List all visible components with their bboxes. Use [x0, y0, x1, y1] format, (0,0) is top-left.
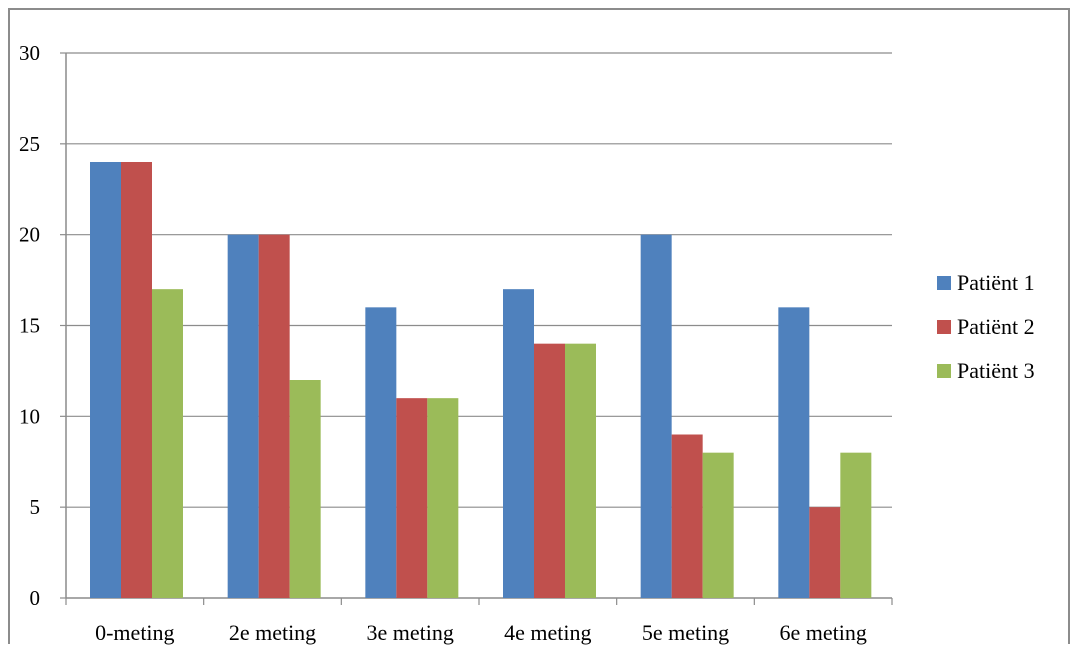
- legend-label: Patiënt 2: [957, 314, 1035, 339]
- bar-patiënt-1-4e-meting: [503, 289, 534, 598]
- legend-label: Patiënt 3: [957, 358, 1035, 383]
- x-tick-label: 0-meting: [95, 620, 174, 645]
- x-tick-label: 3e meting: [366, 620, 453, 645]
- legend-label: Patiënt 1: [957, 270, 1035, 295]
- bar-patiënt-2-2e-meting: [258, 234, 290, 598]
- bar-patiënt-2-4e-meting: [534, 343, 565, 598]
- x-tick-label: 4e meting: [504, 620, 591, 645]
- bar-patiënt-3-4e-meting: [565, 343, 596, 598]
- bar-patiënt-1-0-meting: [90, 162, 121, 598]
- bar-patiënt-2-3e-meting: [396, 398, 428, 598]
- bar-patiënt-3-6e-meting: [840, 452, 872, 598]
- bar-patiënt-3-5e-meting: [702, 452, 734, 598]
- y-tick-label: 0: [30, 586, 41, 610]
- x-tick-label: 6e meting: [779, 620, 866, 645]
- x-tick-label: 2e meting: [229, 620, 316, 645]
- bar-patiënt-1-5e-meting: [640, 234, 672, 598]
- bar-patiënt-1-2e-meting: [227, 234, 259, 598]
- y-tick-label: 20: [19, 223, 40, 247]
- chart-frame: [8, 8, 1070, 644]
- bar-patiënt-3-3e-meting: [427, 398, 459, 598]
- legend-swatch: [937, 320, 951, 334]
- legend-swatch: [937, 364, 951, 378]
- y-tick-label: 5: [30, 495, 41, 519]
- bar-patiënt-2-0-meting: [121, 162, 152, 598]
- bar-patiënt-3-2e-meting: [289, 380, 321, 598]
- y-tick-label: 15: [19, 314, 40, 338]
- y-tick-label: 25: [19, 132, 40, 156]
- bar-patiënt-3-0-meting: [152, 289, 183, 598]
- y-tick-label: 30: [19, 41, 40, 65]
- bar-patiënt-2-5e-meting: [671, 434, 703, 598]
- x-tick-label: 5e meting: [642, 620, 729, 645]
- legend-swatch: [937, 276, 951, 290]
- y-tick-label: 10: [19, 404, 40, 428]
- bar-patiënt-2-6e-meting: [809, 507, 841, 598]
- bar-patiënt-1-3e-meting: [365, 307, 397, 598]
- bar-patiënt-1-6e-meting: [778, 307, 810, 598]
